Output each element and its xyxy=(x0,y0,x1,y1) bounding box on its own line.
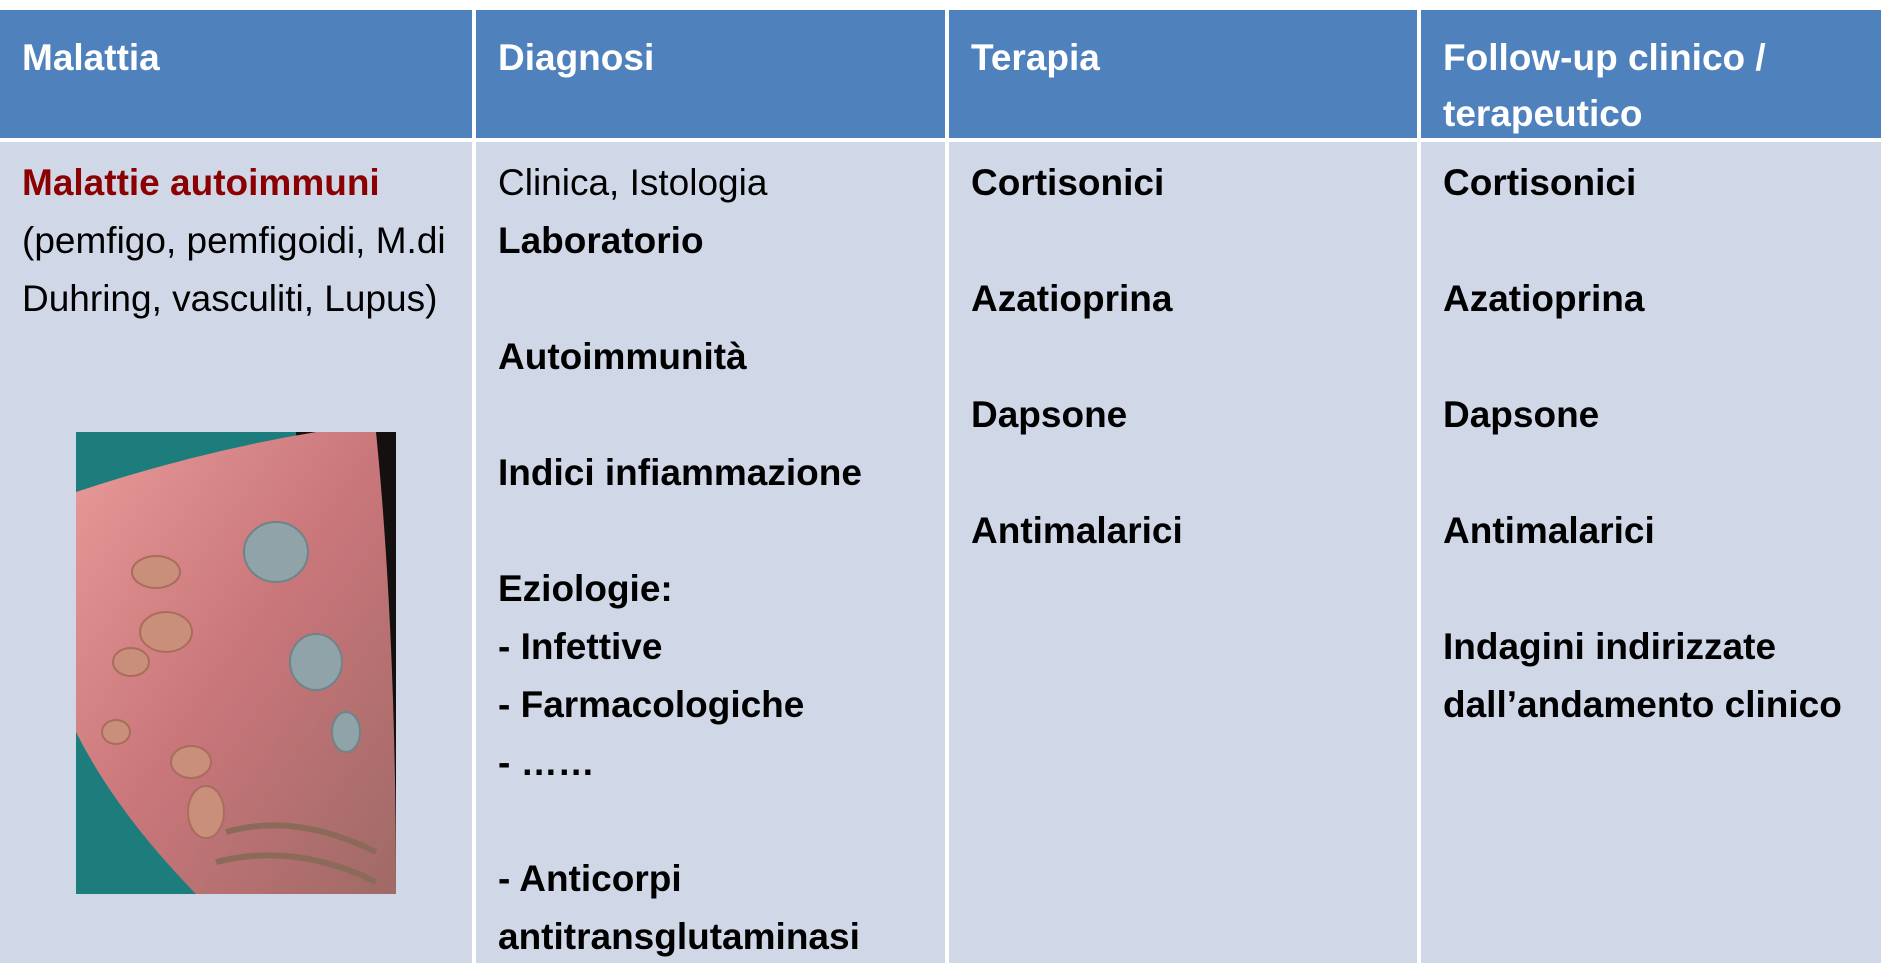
cell-line: Azatioprina xyxy=(971,278,1173,319)
cell-line: Autoimmunità xyxy=(498,336,747,377)
header-cell: Malattia xyxy=(0,10,472,138)
disease-text: (pemfigo, pemfigoidi, M.di Duhring, vasc… xyxy=(22,220,446,319)
header-cell: Follow-up clinico / terapeutico xyxy=(1421,10,1881,138)
cell-line: Dapsone xyxy=(1443,394,1600,435)
cell-line: Antimalarici xyxy=(1443,510,1655,551)
cell-line: Indagini indirizzate dall’andamento clin… xyxy=(1443,626,1842,725)
cell-line: - Infettive xyxy=(498,626,663,667)
clinical-photo xyxy=(76,432,396,894)
cell-line: Indici infiammazione xyxy=(498,452,862,493)
cell-line: Clinica, Istologia xyxy=(498,162,768,203)
cell-line: Cortisonici xyxy=(1443,162,1637,203)
disease-title: Malattie autoimmuni xyxy=(22,162,380,203)
header-cell: Diagnosi xyxy=(476,10,945,138)
table-cell: Cortisonici Azatioprina Dapsone Antimala… xyxy=(949,142,1417,963)
cell-line: Laboratorio xyxy=(498,220,704,261)
cell-line: Dapsone xyxy=(971,394,1128,435)
cell-line: Cortisonici xyxy=(971,162,1165,203)
table-cell: Clinica, Istologia Laboratorio Autoimmun… xyxy=(476,142,945,963)
cell-line: - …… xyxy=(498,742,595,783)
cell-line: - Anticorpi antitransglutaminasi xyxy=(498,858,860,957)
cell-line: Azatioprina xyxy=(1443,278,1645,319)
cell-line: Eziologie: xyxy=(498,568,673,609)
table-cell: Cortisonici Azatioprina Dapsone Antimala… xyxy=(1421,142,1881,963)
cell-line: Antimalarici xyxy=(971,510,1183,551)
header-cell: Terapia xyxy=(949,10,1417,138)
cell-line: - Farmacologiche xyxy=(498,684,805,725)
